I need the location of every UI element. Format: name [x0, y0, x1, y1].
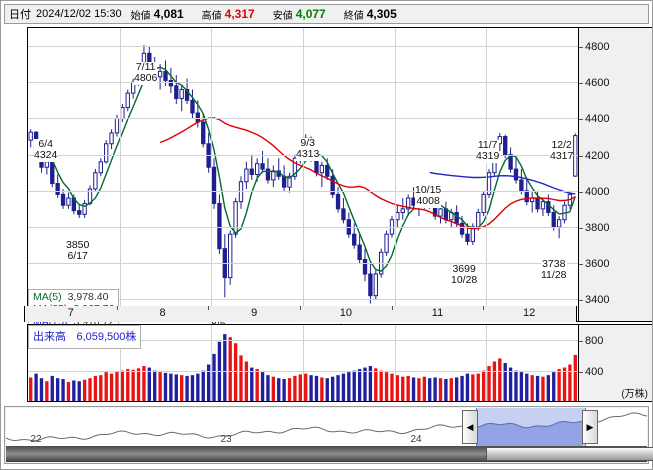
price-tick-label: 4000: [578, 185, 610, 198]
volume-bars: [29, 334, 577, 401]
annotation-line: 10/28: [451, 274, 478, 287]
navigator-sparkline: [6, 412, 647, 446]
annotation-line: 6/4: [38, 138, 53, 150]
annotation-line: 9/3: [300, 137, 315, 149]
price-annotation: 9/3 4313: [296, 137, 320, 161]
price-plot-area[interactable]: [27, 27, 579, 322]
horizontal-scrollbar-thumb[interactable]: [486, 447, 653, 461]
high-value: 4,317: [224, 7, 255, 21]
ma5-value: 3,978.40: [67, 291, 109, 303]
date-value: 2024/12/02 15:30: [36, 8, 122, 20]
close-label: 終値: [343, 10, 364, 22]
navigator-year-label: 24: [410, 434, 422, 445]
annotation-line: 6/17: [67, 250, 88, 263]
navigator-right-handle[interactable]: ▶: [582, 410, 598, 444]
gridline-horizontal: [28, 340, 578, 342]
annotation-line: 4313: [296, 148, 320, 161]
gridline-vertical: [119, 325, 121, 401]
volume-tick-label: 800: [578, 335, 604, 348]
time-tick-label: 11: [431, 307, 444, 319]
gridline-vertical: [211, 28, 213, 321]
navigator-year-label: 22: [30, 434, 42, 445]
gridline-vertical: [486, 28, 488, 321]
navigator-left-handle[interactable]: ◀: [462, 410, 478, 444]
volume-value: 6,059,500株: [76, 331, 137, 343]
price-tick-label: 4200: [578, 149, 610, 162]
time-tick-mark: [208, 306, 210, 310]
navigator-year-label: 23: [220, 434, 232, 445]
price-tick-label: 4800: [578, 41, 610, 54]
price-annotation: 3738 11/28: [541, 258, 567, 282]
gridline-vertical: [303, 28, 304, 321]
low-label: 安値: [272, 10, 293, 22]
annotation-line: 4317: [550, 150, 574, 163]
price-tick-label: 3600: [578, 258, 610, 271]
volume-tick-label: 400: [578, 365, 604, 378]
price-annotation: 11/7 4319: [476, 139, 500, 163]
volume-readout: 出来高 6,059,500株: [28, 325, 142, 349]
time-tick-label: 9: [251, 307, 258, 319]
ma5-name: MA(5): [33, 291, 62, 303]
time-tick-mark: [300, 306, 301, 310]
date-label: 日付: [9, 9, 31, 21]
time-tick-label: 10: [339, 307, 352, 319]
annotation-line: 3850: [66, 239, 90, 251]
price-annotation: 12/2 4317: [550, 139, 574, 163]
gridline-vertical: [394, 325, 396, 401]
annotation-line: 12/2: [551, 139, 572, 151]
open-label: 始値: [130, 10, 151, 22]
annotation-line: 3738: [542, 258, 566, 270]
volume-label: 出来高: [33, 331, 66, 343]
ma-row: MA(5) 3,978.40: [33, 291, 114, 303]
volume-panel: (万株) 800 400 出来高 6,059,500株: [4, 324, 652, 402]
annotation-line: 4806: [134, 72, 158, 85]
annotation-line: 4319: [476, 150, 500, 163]
quote-header-bar: 日付 2024/12/02 15:30 始値 4,081 高値 4,317 安値…: [4, 4, 649, 24]
price-tick-label: 3400: [578, 294, 610, 307]
annotation-line: 11/28: [541, 269, 567, 282]
close-value: 4,305: [366, 7, 397, 21]
horizontal-scrollbar-track[interactable]: [6, 446, 653, 462]
price-annotation: 10/15 4008: [415, 184, 442, 208]
price-annotation: 6/4 4324: [34, 138, 58, 162]
volume-unit-label: (万株): [621, 389, 648, 400]
time-tick-label: 7: [67, 307, 74, 319]
annotation-line: 10/15: [415, 184, 442, 196]
price-annotation: 3850 6/17: [66, 239, 90, 263]
time-tick-label: 12: [523, 307, 536, 319]
navigator-overview-chart[interactable]: ◀ ▶ 22 23 24: [6, 408, 647, 446]
price-axis: 4800 4600 4400 4200 4000 3800 3600 3400: [578, 27, 652, 322]
price-annotation: 7/11 4806: [134, 61, 158, 85]
open-value: 4,081: [153, 7, 184, 21]
gridline-vertical: [303, 325, 304, 401]
high-label: 高値: [201, 10, 222, 22]
price-panel: 4800 4600 4400 4200 4000 3800 3600 3400 MA(5) 3,…: [4, 27, 652, 335]
annotation-line: 3699: [452, 263, 476, 275]
time-tick-mark: [116, 306, 118, 310]
gridline-vertical: [486, 325, 488, 401]
range-navigator[interactable]: ◀ ▶ 22 23 24: [4, 406, 653, 464]
time-tick-label: 8: [159, 307, 166, 319]
navigator-selection[interactable]: [476, 408, 586, 446]
gridline-vertical: [211, 325, 213, 401]
time-tick-mark: [391, 306, 393, 310]
gridline-vertical: [119, 28, 121, 321]
gridline-vertical: [394, 28, 396, 321]
gridline-horizontal: [28, 370, 578, 372]
price-tick-label: 4600: [578, 77, 610, 90]
time-tick-mark: [483, 306, 485, 310]
volume-axis: (万株) 800 400: [578, 324, 652, 402]
annotation-line: 4324: [34, 149, 58, 162]
price-tick-label: 4400: [578, 113, 610, 126]
annotation-line: 4008: [416, 195, 440, 208]
price-annotation: 3699 10/28: [451, 263, 478, 287]
time-axis: 7 8 9 10 11 12: [24, 306, 577, 322]
low-value: 4,077: [295, 7, 326, 21]
annotation-line: 11/7: [477, 139, 498, 151]
annotation-line: 7/11: [135, 61, 156, 73]
price-tick-label: 3800: [578, 221, 610, 234]
